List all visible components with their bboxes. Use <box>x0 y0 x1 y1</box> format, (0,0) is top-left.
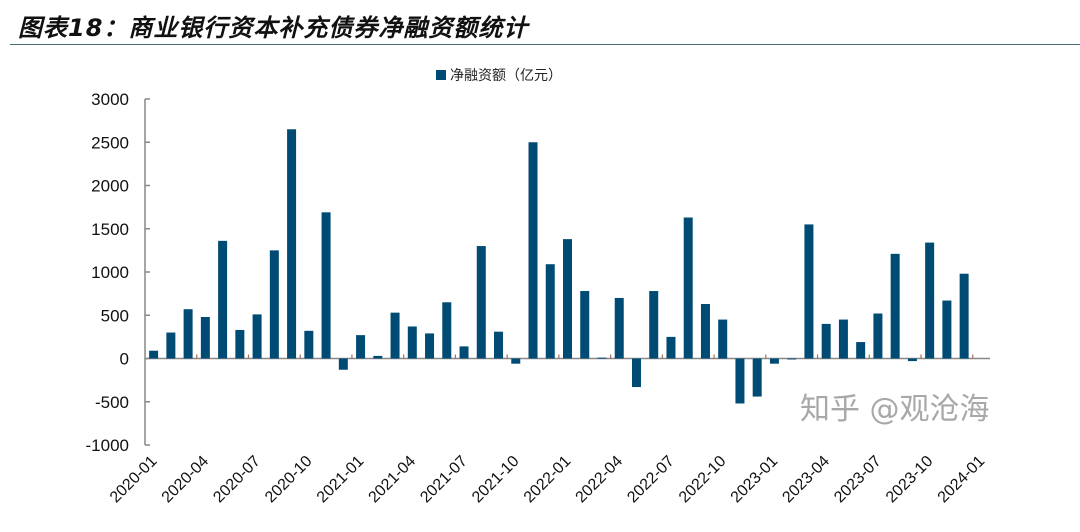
bar-2020-01 <box>149 350 159 359</box>
bar-2020-12 <box>338 358 348 370</box>
bar-2021-02 <box>373 355 383 359</box>
bar-2023-10 <box>925 242 935 359</box>
x-tick-label: 2022-01 <box>521 453 575 507</box>
watermark: 知乎 @观沧海 <box>800 392 990 427</box>
x-tick-label: 2020-04 <box>159 453 213 507</box>
y-tick-label: 500 <box>101 306 129 325</box>
bar-2021-11 <box>528 142 538 359</box>
bar-2023-08 <box>890 253 900 359</box>
bar-2021-07 <box>459 346 469 359</box>
bar-2021-04 <box>407 326 417 359</box>
bar-2023-04 <box>821 323 831 359</box>
bar-2023-03 <box>804 224 814 359</box>
x-tick-label: 2024-01 <box>935 453 989 507</box>
y-tick-label: -500 <box>95 393 129 412</box>
bar-2022-03 <box>597 357 607 359</box>
x-tick-label: 2023-01 <box>728 453 782 507</box>
bar-2020-05 <box>218 240 228 359</box>
bar-2022-08 <box>683 217 693 359</box>
bar-2020-08 <box>269 250 279 359</box>
bar-2021-06 <box>442 302 452 359</box>
x-tick-label: 2022-04 <box>573 453 627 507</box>
bar-2022-09 <box>700 304 710 359</box>
title-divider <box>10 44 1080 45</box>
bar-2022-01 <box>563 239 572 359</box>
bar-2023-05 <box>838 319 848 359</box>
x-tick-label: 2021-07 <box>417 453 471 507</box>
x-tick-label: 2020-10 <box>262 453 316 507</box>
bar-2020-07 <box>252 314 262 359</box>
bar-2021-03 <box>390 312 400 359</box>
bar-2021-01 <box>356 335 366 359</box>
bar-2020-11 <box>321 212 331 359</box>
y-tick-label: 1500 <box>91 220 129 239</box>
x-tick-label: 2023-10 <box>883 453 937 507</box>
bar-2023-09 <box>907 358 917 362</box>
bar-2022-11 <box>735 358 745 404</box>
bar-2021-10 <box>511 358 521 364</box>
legend-swatch <box>436 70 446 80</box>
x-tick-label: 2023-07 <box>831 453 885 507</box>
bar-2021-08 <box>476 246 486 359</box>
x-axis: 2020-012020-042020-072020-102021-012021-… <box>107 354 990 507</box>
legend-label: 净融资额（亿元） <box>450 68 562 84</box>
bar-2023-06 <box>856 342 866 359</box>
bar-2023-07 <box>873 313 883 359</box>
bar-2021-05 <box>425 333 435 359</box>
y-tick-label: 3000 <box>91 90 129 109</box>
figure-title: 图表18：商业银行资本补充债券净融资额统计 <box>18 14 529 42</box>
bar-2023-02 <box>787 358 797 360</box>
bar-2022-10 <box>718 319 728 359</box>
x-tick-label: 2021-04 <box>366 453 420 507</box>
legend: 净融资额（亿元） <box>436 68 562 84</box>
bar-2022-02 <box>580 291 590 359</box>
bar-2021-12 <box>545 264 555 359</box>
bar-2020-04 <box>200 316 210 359</box>
x-tick-label: 2022-10 <box>676 453 730 507</box>
y-axis: -1000 -500 0 500 1000 1500 2000 2500 3000 <box>86 90 150 455</box>
bar-2022-07 <box>666 336 676 359</box>
x-tick-label: 2022-07 <box>624 453 678 507</box>
y-tick-label: 2500 <box>91 133 129 152</box>
bars <box>149 129 969 404</box>
bar-2022-06 <box>649 291 659 359</box>
bar-2022-04 <box>614 297 624 359</box>
bar-2023-11 <box>942 300 952 359</box>
bar-2020-09 <box>287 129 297 359</box>
y-tick-label: 2000 <box>91 177 129 196</box>
x-tick-label: 2021-10 <box>469 453 523 507</box>
bar-2022-12 <box>752 358 762 397</box>
y-tick-label: 1000 <box>91 263 129 282</box>
bar-2020-02 <box>166 332 176 359</box>
x-tick-label: 2023-04 <box>779 453 833 507</box>
bar-2020-03 <box>183 309 193 359</box>
bar-2020-10 <box>304 330 314 359</box>
y-tick-label: 0 <box>120 350 129 369</box>
bar-2023-12 <box>959 273 969 359</box>
x-tick-label: 2021-01 <box>314 453 368 507</box>
bar-2022-05 <box>631 358 641 388</box>
bar-2020-06 <box>235 329 245 359</box>
x-tick-label: 2020-01 <box>107 453 161 507</box>
bar-2023-01 <box>769 358 779 364</box>
x-tick-label: 2020-07 <box>210 453 264 507</box>
y-tick-label: -1000 <box>86 436 129 455</box>
bar-2021-09 <box>494 331 504 359</box>
